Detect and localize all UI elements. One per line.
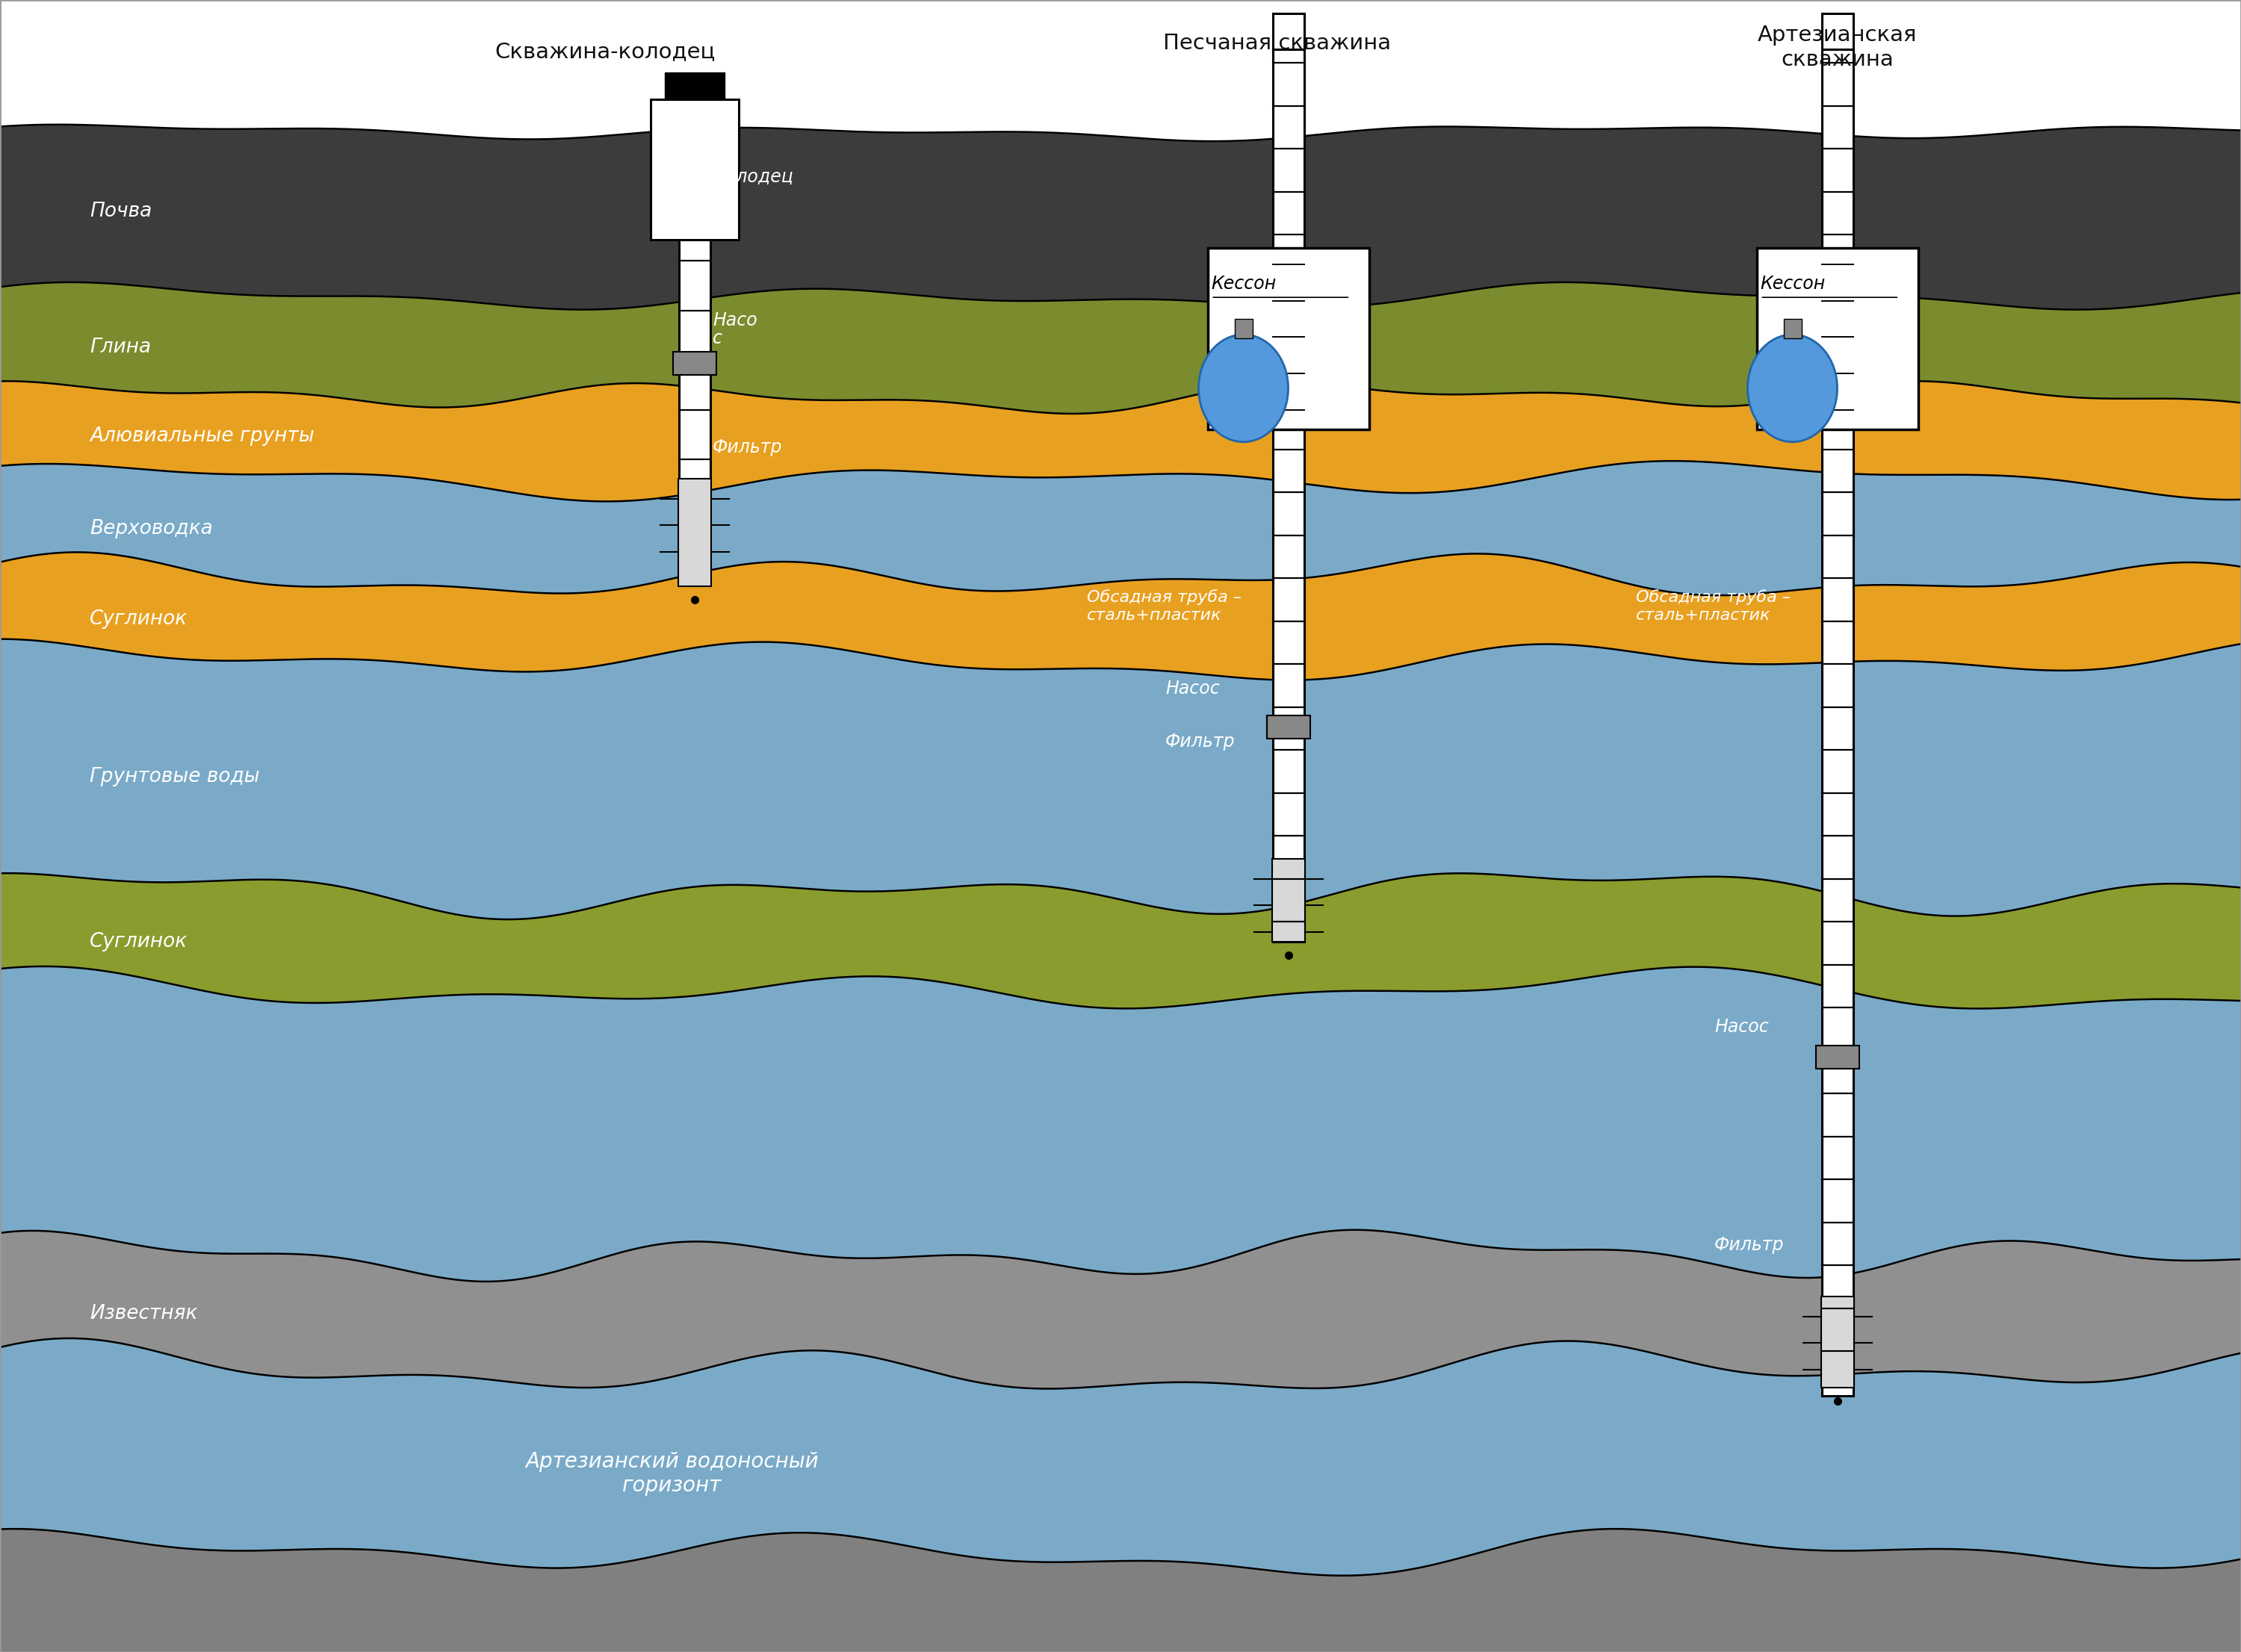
Polygon shape <box>0 1229 2241 1389</box>
Text: Алювиальные грунты: Алювиальные грунты <box>90 426 314 446</box>
Ellipse shape <box>1199 334 1289 443</box>
Text: Фильтр: Фильтр <box>713 438 782 456</box>
Polygon shape <box>0 1528 2241 1652</box>
Bar <box>1273 50 1304 942</box>
Text: Кессон: Кессон <box>1210 274 1277 292</box>
Text: Артезианский водоносный
горизонт: Артезианский водоносный горизонт <box>527 1450 818 1497</box>
Text: Почва: Почва <box>90 202 152 221</box>
Text: Суглинок: Суглинок <box>90 610 188 629</box>
Polygon shape <box>0 552 2241 681</box>
Polygon shape <box>0 461 2241 595</box>
Bar <box>1757 248 1918 430</box>
Text: Глина: Глина <box>90 337 150 357</box>
Bar <box>1208 248 1369 430</box>
Text: Скважина-колодец: Скважина-колодец <box>495 41 715 63</box>
Bar <box>1822 13 1853 50</box>
Bar <box>679 99 710 479</box>
Bar <box>1273 13 1304 50</box>
Polygon shape <box>0 99 2241 140</box>
Text: Кессон: Кессон <box>1759 274 1826 292</box>
Bar <box>1822 1297 1853 1388</box>
Polygon shape <box>0 382 2241 502</box>
Polygon shape <box>0 1338 2241 1576</box>
Bar <box>1822 50 1853 1396</box>
Bar <box>650 99 740 240</box>
Bar <box>1266 715 1311 738</box>
Polygon shape <box>0 639 2241 920</box>
Polygon shape <box>0 124 2241 309</box>
Text: Обсадная труба –
сталь+пластик: Обсадная труба – сталь+пластик <box>1636 590 1791 623</box>
Ellipse shape <box>1748 334 1838 443</box>
Text: Фильтр: Фильтр <box>1165 732 1235 750</box>
Bar <box>672 352 717 375</box>
Bar <box>1273 859 1304 942</box>
Text: Фильтр: Фильтр <box>1714 1236 1784 1254</box>
Text: Насос: Насос <box>1165 679 1219 697</box>
Bar <box>1235 319 1253 339</box>
Polygon shape <box>0 874 2241 1009</box>
Bar <box>1815 1046 1860 1069</box>
Text: Суглинок: Суглинок <box>90 932 188 952</box>
Text: Известняк: Известняк <box>90 1303 197 1323</box>
Text: Грунтовые воды: Грунтовые воды <box>90 767 260 786</box>
Bar <box>679 479 710 586</box>
Text: Насо
с: Насо с <box>713 312 757 347</box>
Bar <box>666 73 724 99</box>
Text: Артезианская
скважина: Артезианская скважина <box>1757 25 1918 69</box>
Text: Верховодка: Верховодка <box>90 519 213 539</box>
Bar <box>1784 319 1802 339</box>
Text: Колодец: Колодец <box>713 167 793 185</box>
Text: Обсадная труба –
сталь+пластик: Обсадная труба – сталь+пластик <box>1087 590 1242 623</box>
Text: Насос: Насос <box>1714 1018 1768 1036</box>
Polygon shape <box>0 282 2241 413</box>
Text: Песчаная скважина: Песчаная скважина <box>1163 33 1392 55</box>
Polygon shape <box>0 966 2241 1282</box>
